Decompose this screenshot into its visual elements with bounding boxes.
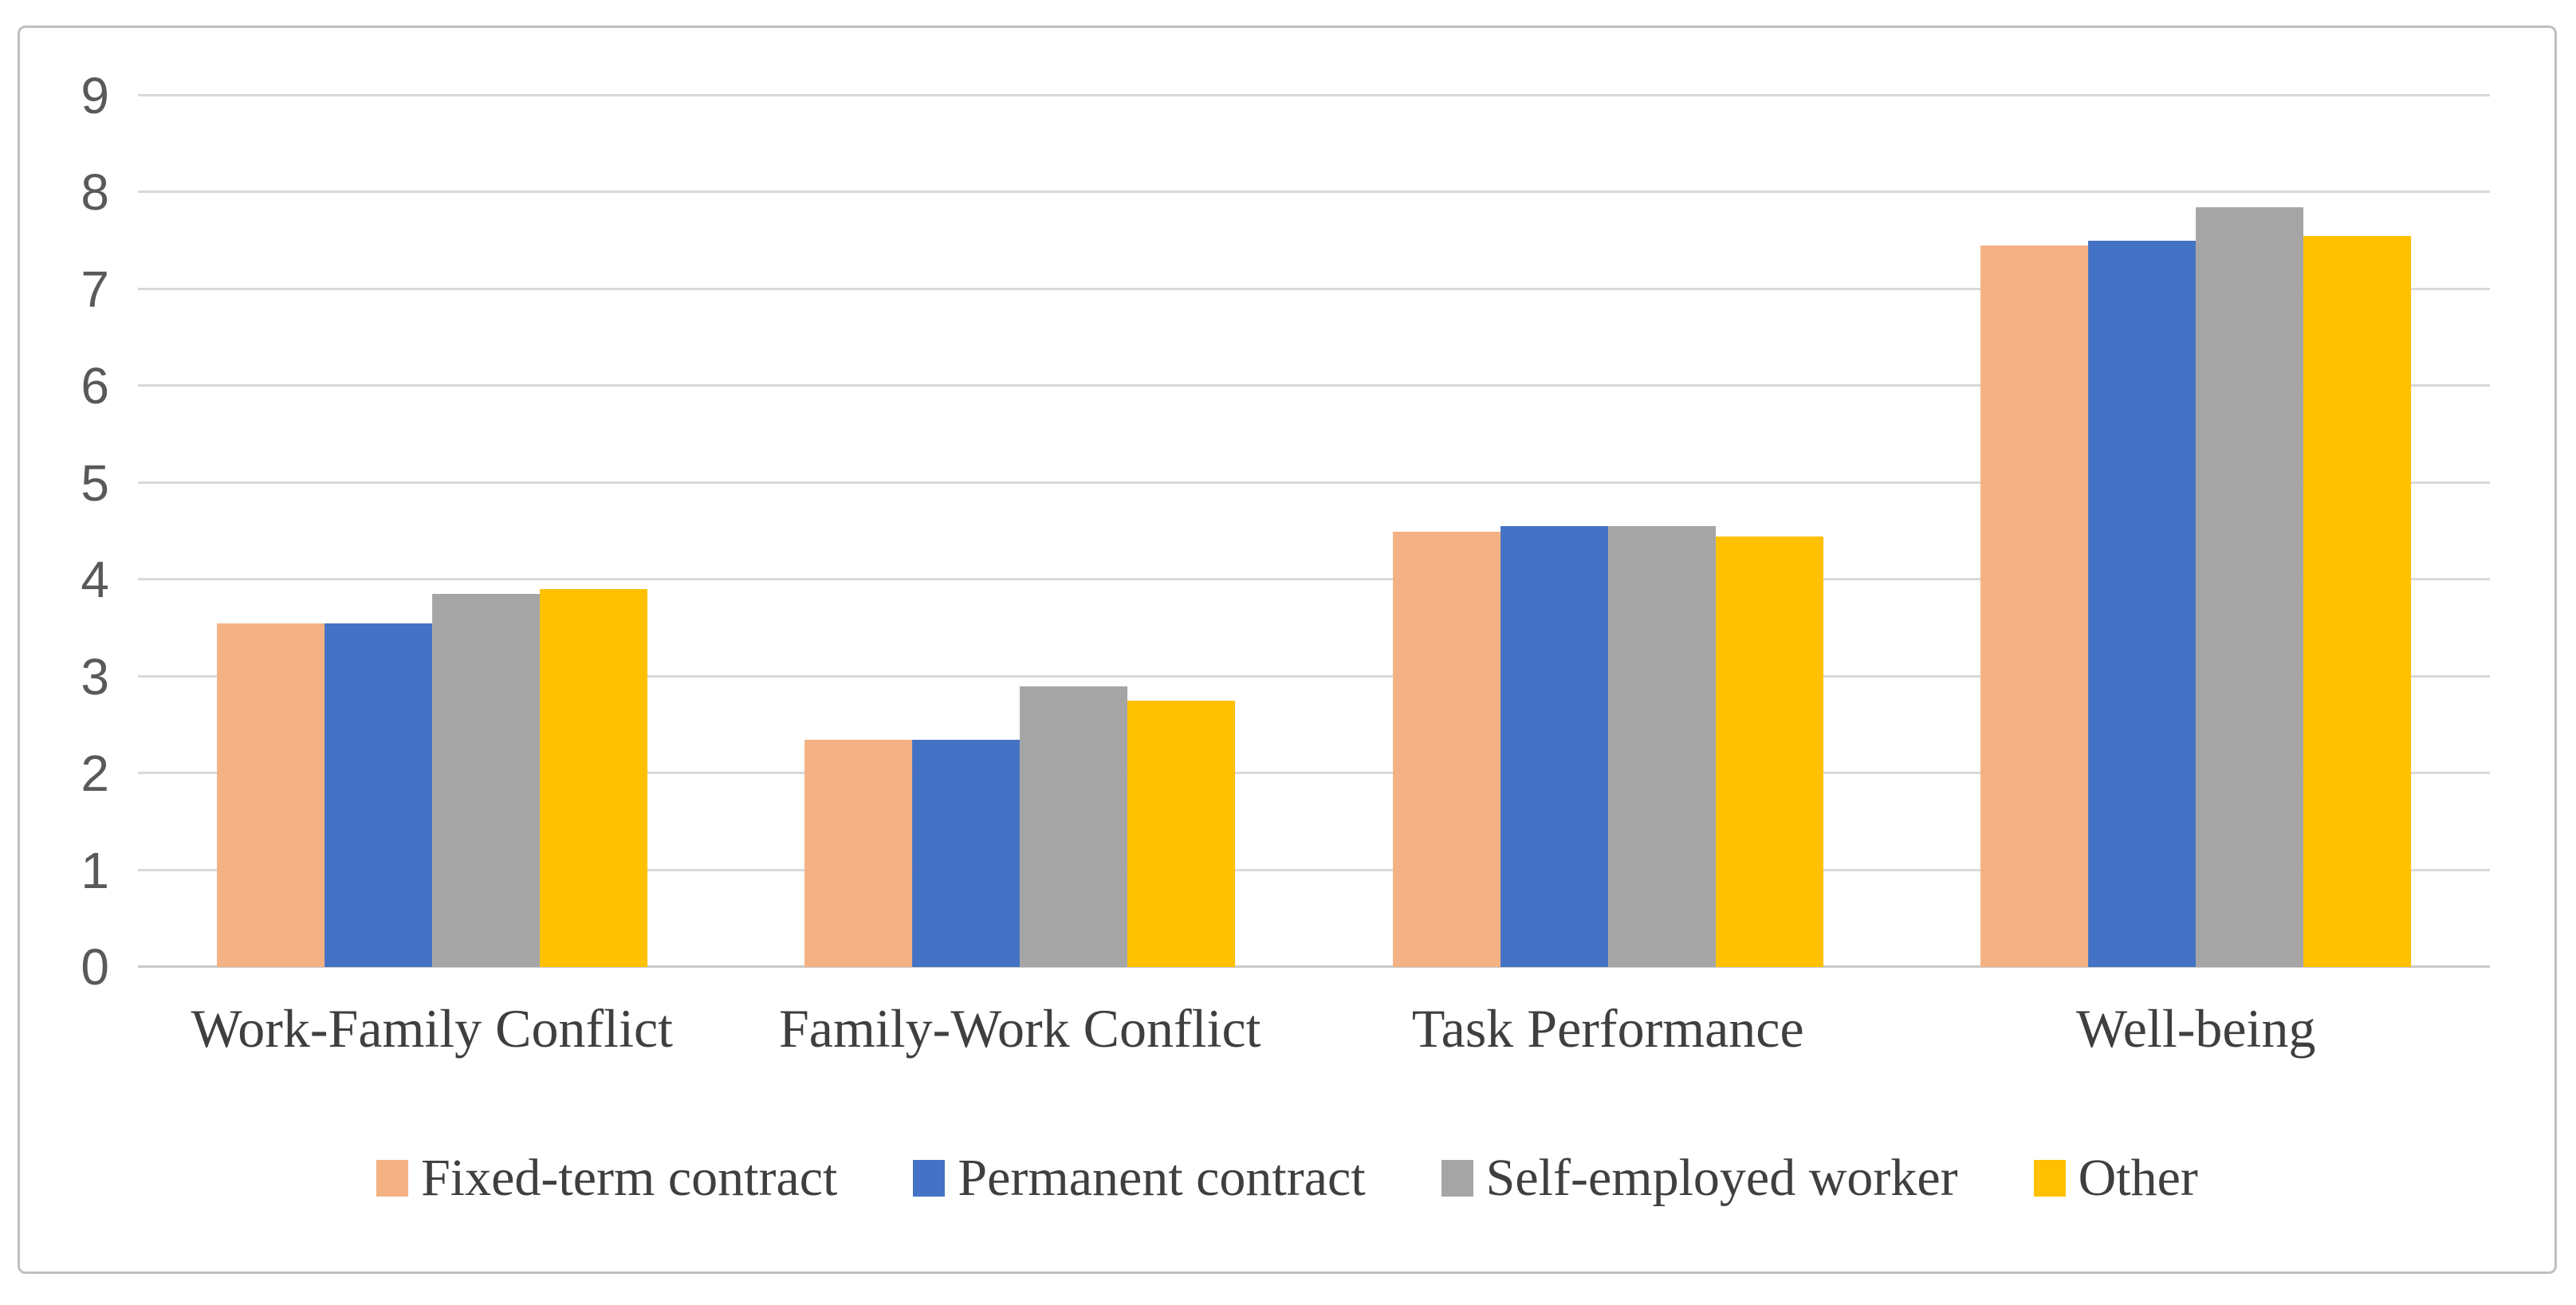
y-tick-label-3: 3 bbox=[81, 647, 109, 706]
bar-group bbox=[1392, 96, 1823, 967]
gridline-1 bbox=[138, 868, 2490, 871]
bar-groups bbox=[138, 96, 2490, 967]
legend-item: Fixed-term contract bbox=[376, 1152, 837, 1205]
bar-group bbox=[804, 96, 1236, 967]
legend-swatch-icon bbox=[2033, 1160, 2066, 1197]
bar bbox=[2196, 206, 2304, 967]
category-label-1: Work-Family Conflict bbox=[191, 998, 674, 1059]
legend-item: Other bbox=[2033, 1149, 2198, 1207]
legend-swatch-icon bbox=[913, 1160, 946, 1197]
gridline-3 bbox=[138, 674, 2490, 678]
y-tick-label-1: 1 bbox=[81, 841, 109, 899]
bar bbox=[912, 739, 1021, 967]
gridline-2 bbox=[138, 772, 2490, 775]
gridline-9 bbox=[138, 94, 2490, 96]
plot-area bbox=[138, 94, 2490, 968]
bar bbox=[804, 739, 913, 967]
category-label-2: Family-Work Conflict bbox=[778, 998, 1261, 1059]
y-tick-label-0: 0 bbox=[81, 938, 109, 996]
bar bbox=[1715, 536, 1823, 967]
y-axis-tick-labels: 0 1 2 3 4 5 6 7 8 9 bbox=[20, 70, 109, 993]
bar bbox=[1980, 246, 2089, 967]
x-axis-baseline bbox=[138, 965, 2490, 968]
x-axis-category-labels: Work-Family Conflict Family-Work Conflict… bbox=[138, 997, 2490, 1059]
gridline-4 bbox=[138, 578, 2490, 581]
category-slot-3 bbox=[1314, 96, 1902, 967]
bar bbox=[1127, 701, 1236, 967]
bar-group bbox=[216, 96, 647, 967]
legend-label: Other bbox=[2078, 1149, 2198, 1207]
chart-frame: 0 1 2 3 4 5 6 7 8 9 Work-Family Conflict Family-Wo… bbox=[18, 26, 2557, 1274]
y-tick-label-5: 5 bbox=[81, 454, 109, 512]
y-tick-label-6: 6 bbox=[81, 357, 109, 415]
bar-group bbox=[1980, 96, 2412, 967]
legend-item: Permanent contract bbox=[913, 1149, 1366, 1207]
bar bbox=[2303, 236, 2412, 967]
category-label-3: Task Performance bbox=[1411, 998, 1804, 1059]
bar bbox=[2088, 241, 2196, 967]
gridline-5 bbox=[138, 481, 2490, 484]
y-tick-label-4: 4 bbox=[81, 551, 109, 609]
y-tick-label-9: 9 bbox=[81, 67, 109, 124]
legend-label: Fixed-term contract bbox=[421, 1149, 838, 1207]
y-tick-label-2: 2 bbox=[81, 745, 109, 803]
bar bbox=[216, 623, 324, 967]
bar bbox=[539, 589, 647, 967]
gridline-6 bbox=[138, 384, 2490, 387]
legend-swatch-icon bbox=[1441, 1160, 1473, 1197]
bar bbox=[1500, 526, 1608, 967]
category-slot-4 bbox=[1902, 96, 2491, 967]
legend-item: Self-employed worker bbox=[1441, 1152, 1958, 1205]
y-tick-label-8: 8 bbox=[81, 163, 109, 222]
gridline-8 bbox=[138, 191, 2490, 194]
bar bbox=[431, 594, 540, 967]
legend: Fixed-term contract Permanent contract Sel… bbox=[20, 1152, 2554, 1205]
bar bbox=[1020, 686, 1128, 967]
bar bbox=[1392, 531, 1500, 967]
gridline-7 bbox=[138, 287, 2490, 290]
bar bbox=[1607, 526, 1716, 967]
y-tick-label-7: 7 bbox=[81, 260, 109, 318]
legend-label: Self-employed worker bbox=[1485, 1149, 1958, 1207]
legend-label: Permanent contract bbox=[958, 1149, 1366, 1207]
bar bbox=[324, 623, 432, 967]
legend-swatch-icon bbox=[376, 1160, 409, 1197]
category-slot-2 bbox=[726, 96, 1315, 967]
category-label-4: Well-being bbox=[2076, 998, 2316, 1059]
category-slot-1 bbox=[138, 96, 726, 967]
